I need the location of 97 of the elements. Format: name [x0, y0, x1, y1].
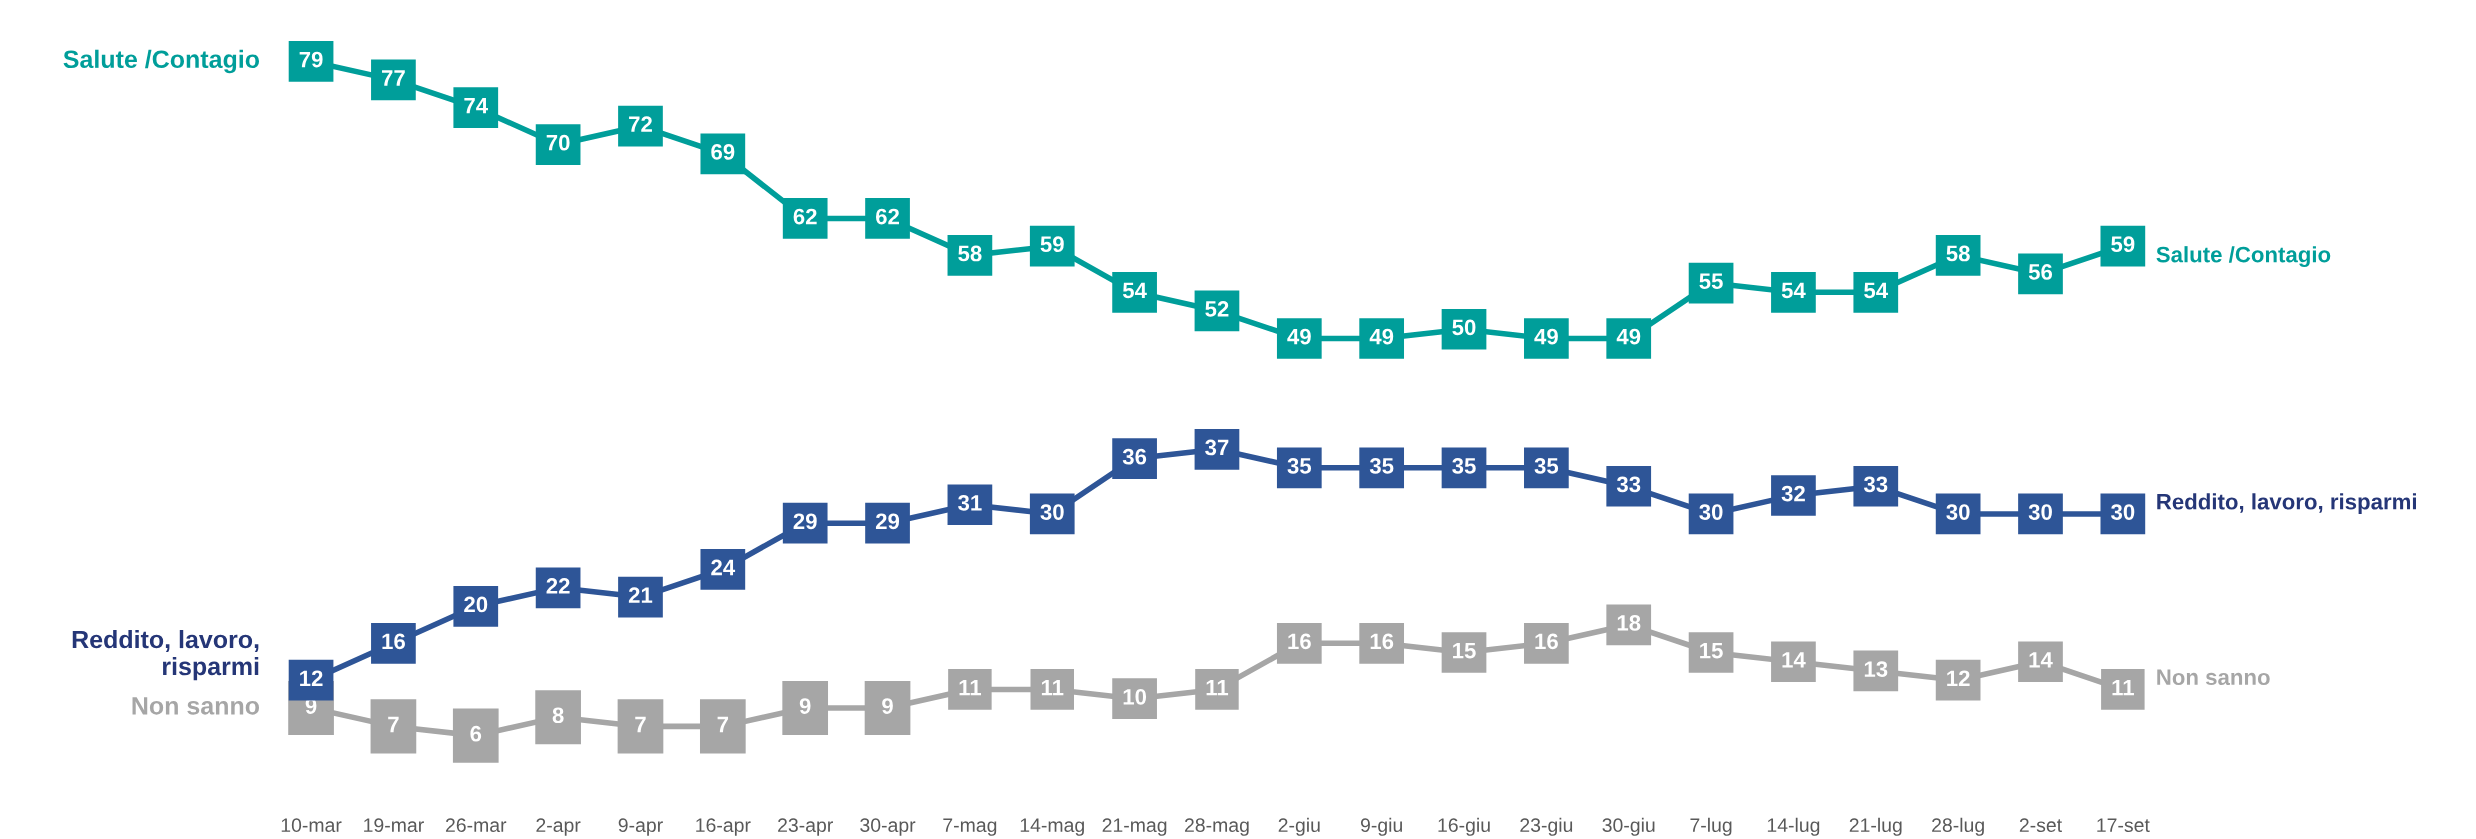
x-tick-label: 23-apr [778, 818, 833, 836]
data-label: 10 [1123, 688, 1147, 705]
data-label: 30 [1699, 504, 1723, 520]
x-tick-label: 23-giu [1520, 817, 1573, 836]
data-label: 49 [1616, 328, 1641, 345]
data-label: 6 [470, 725, 482, 742]
data-label: 29 [875, 513, 900, 530]
data-label: 79 [299, 51, 323, 68]
data-label: 55 [1699, 273, 1723, 290]
data-label: 70 [546, 134, 570, 151]
data-label: 31 [958, 494, 982, 511]
x-tick-label: 30-apr [860, 818, 916, 836]
x-tick-label: 16-giu [1438, 817, 1490, 836]
text: Reddito, lavoro, risparmi [72, 629, 259, 681]
data-label: 16 [1288, 633, 1311, 650]
x-tick-label: 14-mag [1020, 818, 1084, 836]
data-label: 54 [1122, 282, 1147, 299]
data-label: 56 [2028, 264, 2053, 280]
data-label: 16 [1370, 633, 1394, 650]
x-tick-label: 28-lug [1932, 817, 1984, 836]
x-tick-label: 28-mag [1184, 818, 1249, 836]
data-label: 12 [1947, 670, 1970, 686]
legend-label: Reddito, lavoro, risparmi [2157, 493, 2416, 514]
data-label: 14 [2029, 652, 2053, 668]
data-label: 54 [1781, 282, 1806, 299]
data-label: 11 [2112, 679, 2134, 696]
data-label: 29 [793, 513, 817, 530]
data-label: 12 [300, 670, 323, 686]
x-tick-label: 7-mag [943, 818, 997, 836]
data-label: 9 [882, 698, 893, 714]
data-label: 20 [464, 596, 488, 613]
data-label: 15 [1453, 642, 1476, 659]
x-tick-label: 9-apr [618, 818, 663, 836]
data-label: 16 [1535, 633, 1558, 650]
data-label: 50 [1452, 319, 1476, 336]
data-label: 36 [1122, 448, 1147, 465]
data-label: 11 [1206, 679, 1229, 696]
data-label: 35 [1452, 458, 1476, 474]
data-label: 37 [1205, 439, 1229, 456]
data-label: 9 [799, 698, 811, 714]
data-label: 7 [717, 716, 729, 733]
data-label: 8 [552, 707, 564, 724]
data-label: 62 [875, 208, 900, 225]
x-tick-label: 10-mar [281, 818, 342, 833]
data-label: 69 [711, 144, 735, 160]
data-label: 30 [1946, 504, 1970, 520]
data-label: 16 [382, 633, 405, 650]
data-label: 74 [464, 98, 489, 114]
data-label: 35 [1534, 458, 1559, 474]
data-label: 33 [1863, 476, 1888, 493]
x-tick-label: 14-lug [1767, 817, 1820, 836]
x-tick-label: 2-apr [536, 818, 581, 836]
text: Non sanno [132, 697, 260, 715]
x-tick-label: 9-giu [1360, 817, 1402, 836]
data-label: 30 [1040, 504, 1064, 520]
x-tick-label: 26-mar [445, 818, 507, 833]
data-label: 32 [1781, 485, 1805, 502]
data-label: 59 [1040, 236, 1064, 253]
x-tick-label: 19-mar [364, 818, 424, 833]
data-label: 59 [2111, 236, 2135, 253]
data-label: 72 [629, 116, 652, 132]
x-tick-label: 7-lug [1690, 817, 1732, 836]
data-label: 30 [2028, 504, 2052, 520]
data-label: 21 [628, 587, 653, 603]
data-label: 14 [1782, 652, 1806, 668]
legend-label: Salute /Contagio [2156, 246, 2331, 267]
x-tick-label: 21-mag [1102, 818, 1167, 836]
text: Salute /Contagio [63, 49, 260, 74]
x-tick-label: 2-giu [1278, 817, 1320, 836]
data-label: 35 [1287, 458, 1312, 474]
x-tick-label: 17-set [2097, 818, 2150, 833]
data-label: 52 [1205, 301, 1229, 317]
x-tick-label: 21-lug [1849, 817, 1902, 836]
data-label: 13 [1864, 661, 1888, 677]
data-label: 77 [382, 70, 405, 86]
data-label: 7 [635, 716, 646, 733]
x-tick-label: 16-apr [696, 818, 751, 836]
data-label: 11 [1041, 679, 1064, 696]
data-label: 11 [959, 679, 982, 696]
data-label: 54 [1864, 282, 1889, 299]
data-label: 24 [711, 559, 736, 576]
x-tick-label: 2-set [2019, 818, 2062, 833]
data-label: 49 [1534, 328, 1558, 345]
data-label: 22 [546, 578, 570, 594]
x-tick-label: 30-giu [1602, 817, 1655, 836]
data-label: 58 [1946, 245, 1970, 262]
data-label: 33 [1616, 476, 1641, 493]
data-label: 30 [2111, 504, 2135, 520]
data-label: 18 [1617, 615, 1641, 631]
data-label: 15 [1700, 642, 1723, 659]
data-label: 58 [958, 245, 982, 262]
data-label: 49 [1369, 328, 1394, 345]
series-label: Non sanno [2157, 669, 2270, 686]
data-label: 49 [1287, 328, 1311, 345]
data-label: 35 [1369, 458, 1394, 474]
data-label: 7 [388, 716, 399, 733]
data-label: 62 [793, 208, 817, 225]
